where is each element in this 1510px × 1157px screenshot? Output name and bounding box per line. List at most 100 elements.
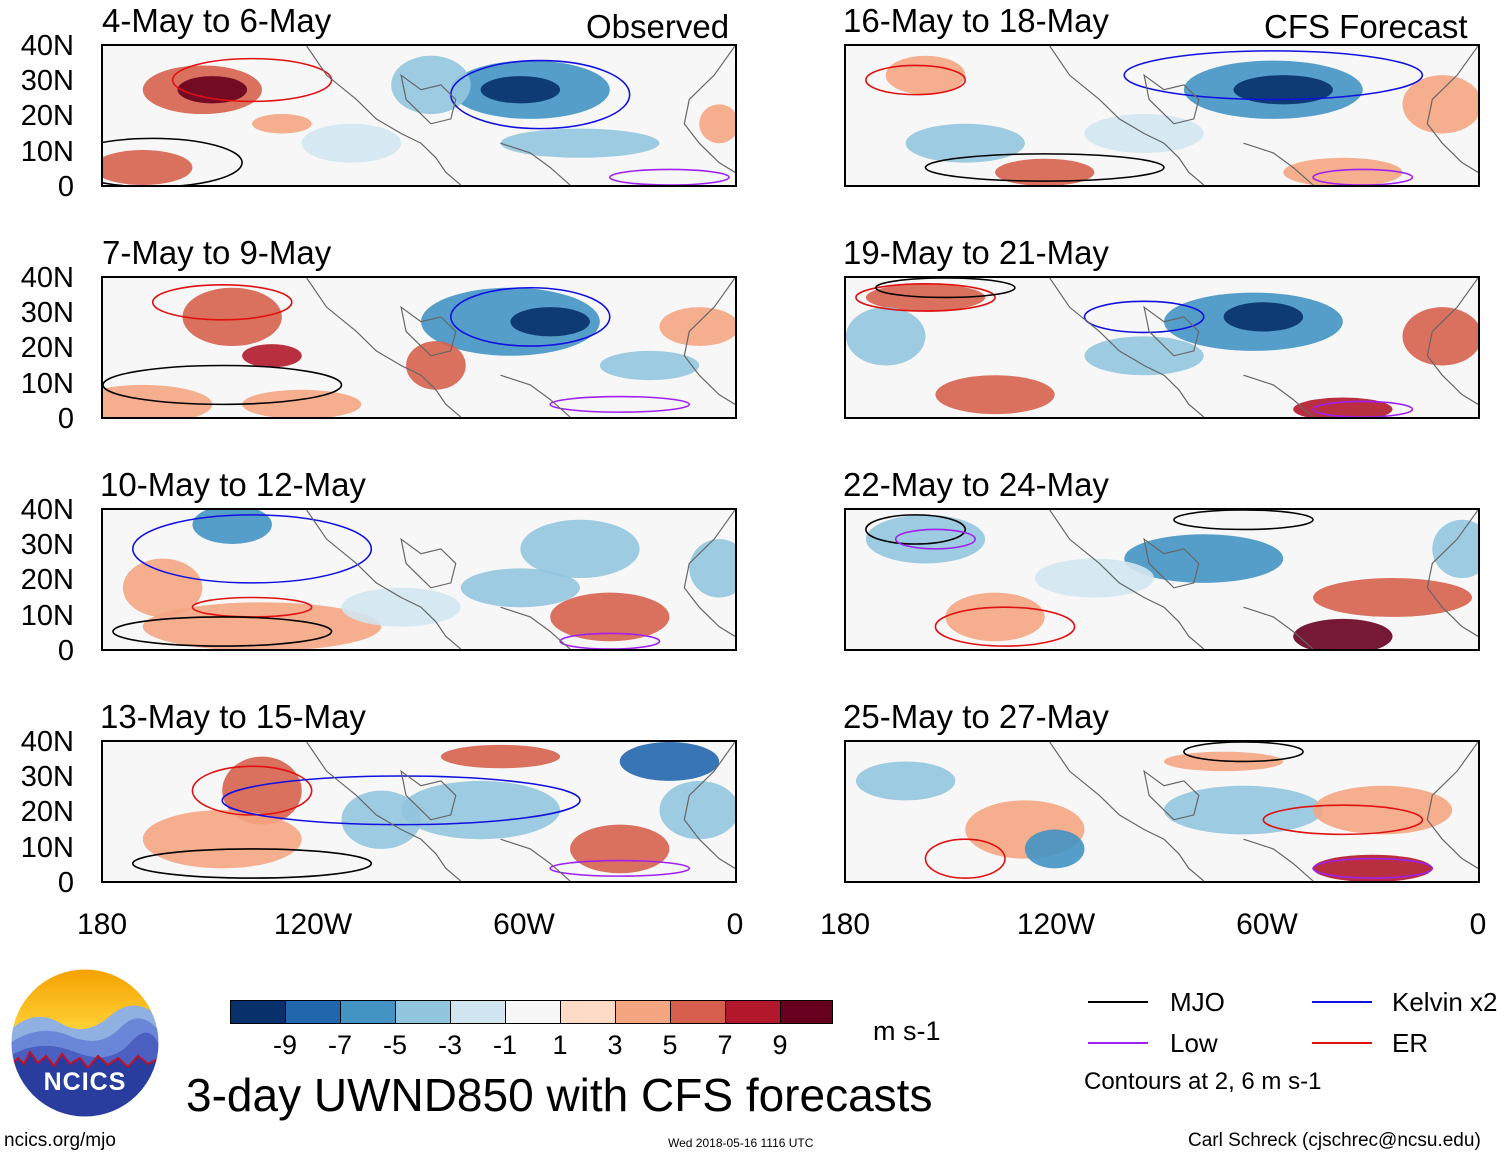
coastline xyxy=(400,305,457,357)
coastline xyxy=(1143,537,1200,589)
anomaly-patch xyxy=(1402,75,1478,134)
panel-title: 13-May to 15-May xyxy=(100,698,366,735)
anomaly-patch xyxy=(550,592,670,642)
coastline xyxy=(1143,73,1200,125)
anomaly-patch xyxy=(242,389,362,417)
x-tick-label: 120W xyxy=(273,908,353,941)
anomaly-patch xyxy=(440,744,561,769)
legend-swatch-er xyxy=(1312,1042,1372,1044)
ncics-logo-text: NCICS xyxy=(43,1068,127,1096)
anomaly-patch xyxy=(520,519,640,579)
anomaly-patch xyxy=(480,76,561,104)
mjo-contour xyxy=(875,278,1016,299)
y-tick-label: 10N xyxy=(20,368,74,400)
anomaly-patch xyxy=(252,114,312,134)
low-contour xyxy=(1312,857,1434,879)
legend-swatch-mjo xyxy=(1088,1001,1148,1003)
coastline xyxy=(500,838,571,881)
low-contour xyxy=(549,395,691,413)
anomaly-patch xyxy=(192,510,272,545)
x-tick-label: 0 xyxy=(726,908,744,941)
anomaly-patch xyxy=(1223,302,1304,332)
y-tick-label: 10N xyxy=(20,600,74,632)
colorbar-swatch xyxy=(725,1000,781,1024)
anomaly-patch xyxy=(1124,534,1284,583)
mjo-contour xyxy=(103,364,343,406)
panel-map-drawing xyxy=(865,46,1478,185)
x-tick-label: 60W xyxy=(493,908,555,941)
legend-label-low: Low xyxy=(1170,1028,1218,1058)
footer-credit: Carl Schreck (cjschrec@ncsu.edu) xyxy=(1188,1130,1481,1151)
coastline xyxy=(683,510,735,637)
panel-map-drawing xyxy=(855,742,1478,881)
main-title: 3-day UWND850 with CFS forecasts xyxy=(186,1069,933,1121)
x-tick-label: 180 xyxy=(819,908,871,941)
panel-title: 25-May to 27-May xyxy=(843,698,1109,735)
footer-url[interactable]: ncics.org/mjo xyxy=(4,1130,116,1151)
coastline xyxy=(1143,769,1200,821)
coastline xyxy=(400,769,457,821)
anomaly-patch xyxy=(1313,785,1453,835)
anomaly-patch xyxy=(1313,578,1473,617)
colorbar-swatch xyxy=(450,1000,506,1024)
er-contour xyxy=(171,57,333,103)
anomaly-patch xyxy=(1293,397,1393,417)
coastline xyxy=(1243,838,1314,881)
coastline xyxy=(306,278,462,417)
low-contour xyxy=(1312,400,1414,417)
map-panel xyxy=(101,276,737,419)
colorbar-label: 5 xyxy=(662,1030,678,1060)
panel-map-drawing xyxy=(103,278,735,417)
x-tick-label: 0 xyxy=(1469,908,1487,941)
y-tick-label: 30N xyxy=(20,761,74,793)
coastline xyxy=(1049,510,1205,649)
colorbar-label: -7 xyxy=(327,1030,352,1060)
er-contour xyxy=(924,838,1006,879)
anomaly-patch xyxy=(401,780,561,840)
anomaly-patch xyxy=(500,128,660,158)
colorbar-swatch xyxy=(615,1000,671,1024)
coastline xyxy=(683,742,735,869)
coastline xyxy=(400,537,457,589)
panel-title: 19-May to 21-May xyxy=(843,234,1109,271)
low-contour xyxy=(559,632,661,649)
er-contour xyxy=(151,284,293,321)
coastline xyxy=(1243,606,1314,649)
anomaly-patch xyxy=(1034,558,1155,598)
coastline xyxy=(1049,278,1205,417)
y-tick-label: 40N xyxy=(20,726,74,758)
er-contour xyxy=(865,64,967,96)
y-tick-label: 30N xyxy=(20,297,74,329)
y-tick-label: 0 xyxy=(57,867,74,899)
anomaly-patch xyxy=(599,350,700,381)
mjo-contour xyxy=(103,137,243,185)
anomaly-patch xyxy=(222,756,302,825)
colorbar-label: -5 xyxy=(382,1030,407,1060)
ncics-logo-graphic xyxy=(10,968,160,1118)
anomaly-patch xyxy=(1233,75,1333,105)
panel-map-drawing xyxy=(112,510,735,649)
coastline xyxy=(1426,278,1478,405)
coastline xyxy=(306,46,462,185)
colorbar-swatch xyxy=(780,1000,833,1024)
colorbar-label: -9 xyxy=(272,1030,297,1060)
legend-label-kelvin: Kelvin x2 xyxy=(1392,987,1498,1017)
colorbar-label: 7 xyxy=(717,1030,733,1060)
map-panel xyxy=(101,508,737,651)
map-panel xyxy=(844,276,1480,419)
anomaly-patch xyxy=(1283,157,1403,185)
y-tick-label: 40N xyxy=(20,494,74,526)
y-tick-label: 20N xyxy=(20,564,74,596)
x-tick-label: 180 xyxy=(76,908,128,941)
anomaly-patch xyxy=(619,742,720,781)
colorbar-label: 1 xyxy=(552,1030,568,1060)
legend-label-mjo: MJO xyxy=(1170,987,1225,1017)
anomaly-patch xyxy=(142,810,302,869)
anomaly-patch xyxy=(689,539,735,598)
coastline xyxy=(1049,742,1205,881)
coastline xyxy=(1243,374,1314,417)
y-tick-label: 0 xyxy=(57,403,74,435)
x-tick-label: 60W xyxy=(1236,908,1298,941)
low-contour xyxy=(1312,168,1414,185)
panel-title: 22-May to 24-May xyxy=(843,466,1109,503)
